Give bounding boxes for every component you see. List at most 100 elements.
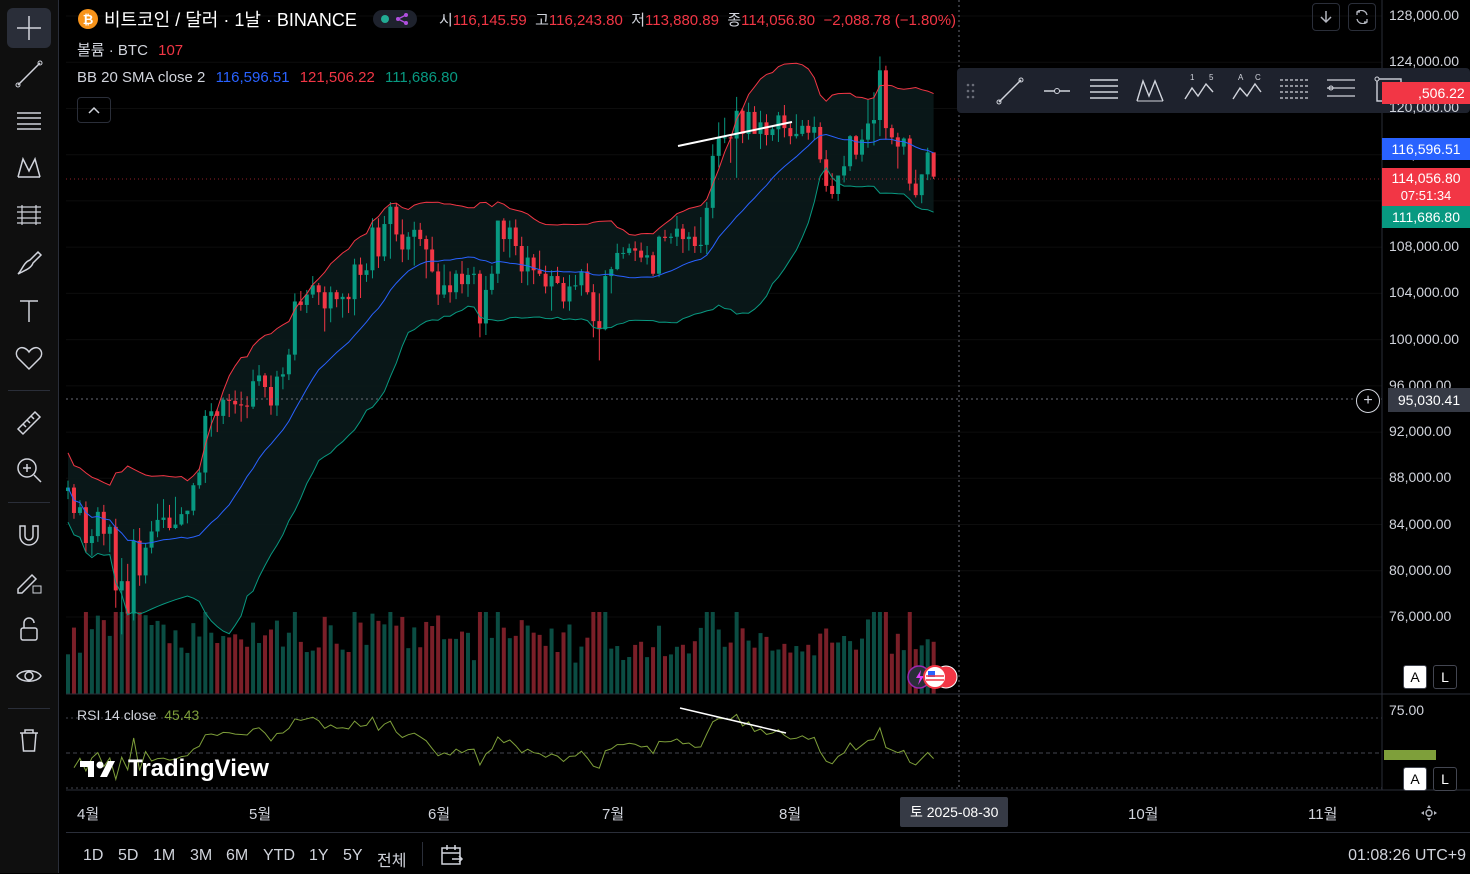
candle	[597, 293, 602, 361]
bb-legend[interactable]: BB 20 SMA close 2 116,596.51 121,506.22 …	[77, 69, 458, 86]
candle	[334, 289, 339, 308]
range-button-3m[interactable]: 3M	[190, 847, 213, 864]
volume-bar	[603, 612, 608, 694]
drawing-mode-tool[interactable]	[7, 562, 51, 602]
volume-bar	[143, 615, 148, 694]
xabcd-pattern-icon[interactable]	[1136, 78, 1164, 102]
hide-drawings-tool[interactable]	[7, 656, 51, 696]
fib-tool[interactable]	[7, 101, 51, 141]
auto-scale-button[interactable]: A	[1403, 665, 1427, 689]
candle	[418, 222, 423, 246]
volume-bar	[567, 624, 572, 694]
drag-handle-icon[interactable]	[966, 83, 975, 99]
candle	[770, 125, 775, 141]
volume-bar	[83, 612, 88, 694]
trend-line-drawing[interactable]	[677, 121, 793, 147]
volume-bar	[191, 623, 196, 694]
candle	[268, 375, 273, 415]
candle	[824, 150, 829, 192]
candle	[573, 274, 578, 290]
pattern-tool[interactable]	[7, 148, 51, 188]
fib-retracement-icon[interactable]	[1280, 79, 1308, 99]
price-tags: ,506.22 116,596.51 114,056.80 07:51:34 1…	[1382, 0, 1470, 873]
candle	[346, 293, 351, 314]
volume-bar	[334, 643, 339, 694]
magnet-tool[interactable]	[7, 515, 51, 555]
range-button-6m[interactable]: 6M	[226, 847, 249, 864]
volume-bar	[364, 644, 369, 694]
range-button-1d[interactable]: 1D	[83, 847, 104, 864]
candle	[639, 242, 644, 263]
forecast-tool[interactable]	[7, 195, 51, 235]
brush-tool[interactable]	[7, 243, 51, 283]
go-to-date-button[interactable]	[440, 843, 464, 872]
rsi-line	[73, 713, 934, 782]
range-button-전체[interactable]: 전체	[377, 853, 407, 870]
trend-line-tool[interactable]	[7, 54, 51, 94]
rsi-log-scale-button[interactable]: L	[1433, 767, 1457, 791]
pencil-lock-icon	[17, 573, 42, 594]
tradingview-logo-icon	[80, 761, 115, 777]
volume-bar	[674, 646, 679, 694]
candle	[764, 114, 769, 146]
volume-bar	[310, 650, 315, 694]
market-status-pill[interactable]	[372, 10, 417, 28]
measure-tool[interactable]	[7, 403, 51, 443]
candle	[460, 261, 465, 294]
candle	[710, 144, 715, 219]
collapse-legend-button[interactable]	[77, 97, 111, 123]
symbol-legend[interactable]: ₿ 비트코인 / 달러 · 1날 · BINANCE 시116,145.59 고…	[78, 6, 956, 32]
rsi-value-tag	[1384, 750, 1436, 760]
range-button-5y[interactable]: 5Y	[343, 847, 363, 864]
lock-drawings-tool[interactable]	[7, 609, 51, 649]
rsi-auto-scale-button[interactable]: A	[1403, 767, 1427, 791]
price-axis-tick: 76,000.00	[1389, 608, 1452, 624]
volume-bar	[268, 629, 273, 694]
candle	[704, 202, 709, 255]
scroll-to-realtime-button[interactable]	[1312, 3, 1340, 31]
candle	[257, 365, 262, 386]
volume-bar	[322, 616, 327, 694]
candle	[245, 396, 250, 419]
candle	[812, 116, 817, 140]
candle	[280, 367, 285, 390]
candle	[167, 504, 172, 531]
log-scale-button[interactable]: L	[1433, 665, 1457, 689]
range-button-1m[interactable]: 1M	[153, 847, 176, 864]
remove-drawings-tool[interactable]	[7, 720, 51, 760]
volume-legend[interactable]: 볼륨 · BTC 107	[77, 42, 184, 59]
zoom-tool[interactable]	[7, 450, 51, 490]
icon-tool[interactable]	[7, 338, 51, 378]
crosshair-tool[interactable]	[7, 8, 51, 48]
tradingview-logo[interactable]: TradingView	[80, 755, 269, 783]
chart-canvas[interactable]	[66, 0, 1470, 873]
bottom-separator	[422, 842, 423, 866]
rsi-legend[interactable]: RSI 14 close 45.43	[77, 707, 200, 723]
volume-bar	[531, 632, 536, 694]
range-button-ytd[interactable]: YTD	[263, 847, 295, 864]
candle	[143, 543, 148, 584]
add-alert-plus-icon[interactable]: +	[1356, 389, 1380, 413]
bb-lower-tag: 111,686.80	[1382, 206, 1470, 228]
volume-bar	[925, 639, 930, 694]
fib-extension-icon[interactable]	[1327, 79, 1355, 97]
parallel-channel-icon[interactable]	[1090, 79, 1118, 99]
volume-bar	[352, 612, 357, 694]
time-axis-label: 8월	[779, 806, 802, 823]
range-button-5d[interactable]: 5D	[118, 847, 139, 864]
symbol-title[interactable]: 비트코인 / 달러 · 1날 · BINANCE	[104, 10, 357, 30]
reset-chart-button[interactable]	[1348, 3, 1376, 31]
time-axis-settings-button[interactable]	[1420, 804, 1438, 827]
text-tool[interactable]	[7, 291, 51, 331]
clock-timezone[interactable]: 01:08:26 UTC+9	[1348, 847, 1466, 864]
event-markers[interactable]	[907, 665, 958, 689]
rsi-trend-line-drawing[interactable]	[679, 707, 787, 734]
trend-line-icon[interactable]	[996, 77, 1024, 105]
candle	[495, 220, 500, 283]
horizontal-ray-icon[interactable]	[1044, 88, 1070, 94]
range-button-1y[interactable]: 1Y	[309, 847, 329, 864]
volume-bar	[579, 646, 584, 694]
chart-area[interactable]: ₿ 비트코인 / 달러 · 1날 · BINANCE 시116,145.59 고…	[66, 0, 1470, 873]
